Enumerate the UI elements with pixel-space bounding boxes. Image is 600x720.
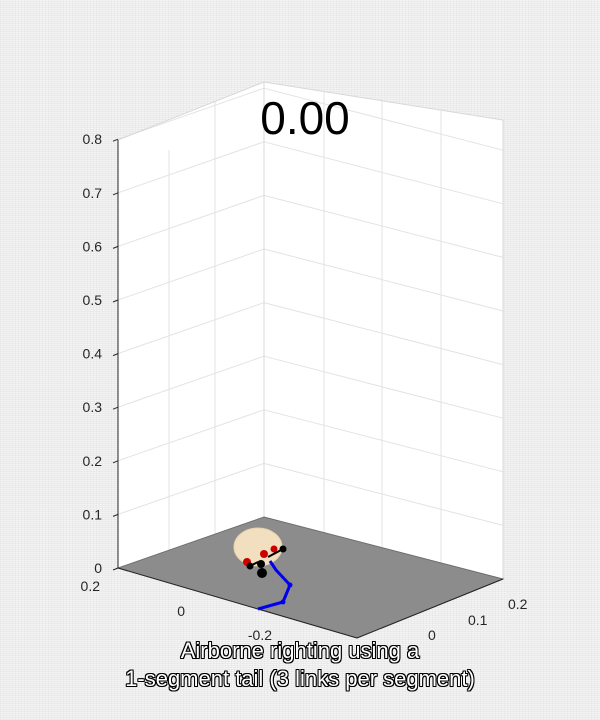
left-axis-tick-label: 0 [177, 603, 185, 619]
grid-lines [117, 87, 504, 563]
right-axis-ticks: 0 0.1 0.2 [428, 596, 528, 643]
grid-line [117, 302, 265, 355]
z-tick-mark [112, 245, 119, 249]
grid-line [117, 409, 265, 462]
grid-line [117, 194, 265, 247]
z-tick-mark [112, 353, 119, 357]
robot-joint-marker [260, 550, 268, 558]
right-axis-tick-label: 0.1 [468, 612, 488, 628]
z-tick-label: 0 [94, 560, 102, 576]
z-tick-mark [112, 406, 119, 410]
robot-leg [267, 548, 284, 558]
back-wall-right [264, 82, 503, 579]
left-axis-tick-label: 0.2 [81, 578, 101, 594]
z-tick-mark [112, 299, 119, 303]
right-axis-tick-label: 0 [428, 627, 436, 643]
z-tick-mark [112, 513, 119, 517]
caption-line-1: Airborne righting using a [180, 638, 420, 663]
z-tick-label: 0.8 [83, 131, 103, 147]
grid-line [263, 87, 504, 151]
left-axis-tick-label: -0.2 [248, 627, 272, 643]
robot-foot [257, 568, 267, 578]
caption-line-2: 1-segment tail (3 links per segment) [125, 666, 475, 691]
grid-line [263, 462, 504, 526]
caption: Airborne righting using a 1-segment tail… [0, 637, 600, 693]
robot-model [233, 527, 293, 611]
z-tick-label: 0.3 [83, 399, 103, 415]
z-tick-label: 0.4 [83, 346, 103, 362]
tail-joint [280, 599, 286, 605]
grid-line [263, 409, 504, 473]
grid-line [263, 355, 504, 419]
robot-joint-marker [270, 545, 278, 553]
grid-line [263, 248, 504, 312]
grid-line [117, 462, 265, 515]
z-tick-label: 0.6 [83, 238, 103, 254]
back-wall-left [118, 82, 264, 568]
grid-line [263, 302, 504, 366]
z-tick-mark [112, 460, 119, 464]
grid-line [117, 141, 265, 194]
grid-line [263, 194, 504, 258]
z-tick-label: 0.5 [83, 292, 103, 308]
z-tick-label: 0.7 [83, 185, 103, 201]
z-tick-mark [112, 138, 119, 142]
z-tick-label: 0.1 [83, 506, 103, 522]
robot-leg [249, 561, 259, 567]
left-axis-ticks: 0.2 0 -0.2 [81, 578, 273, 643]
right-axis-tick-label: 0.2 [508, 596, 528, 612]
z-tick-label: 0.2 [83, 453, 103, 469]
z-axis-ticks: 0 0.1 0.2 0.3 0.4 0.5 0.6 0.7 0.8 [83, 131, 119, 576]
timer-label: 0.00 [260, 92, 350, 144]
tail-joint [287, 582, 293, 588]
grid-line [263, 141, 504, 205]
robot-foot [257, 560, 265, 568]
grid-line [117, 248, 265, 301]
z-tick-mark [112, 192, 119, 196]
grid-line [117, 355, 265, 408]
z-tick-mark [112, 567, 119, 571]
